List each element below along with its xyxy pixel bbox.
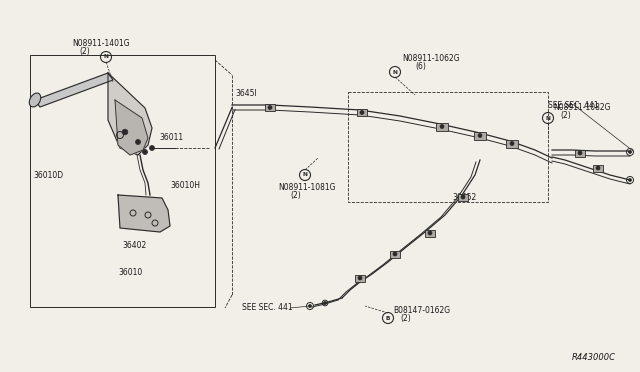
Bar: [474, 131, 486, 140]
Text: N08911-1062G: N08911-1062G: [402, 54, 460, 63]
Text: (2): (2): [290, 191, 301, 200]
Text: (6): (6): [415, 62, 426, 71]
Circle shape: [578, 151, 582, 155]
Circle shape: [393, 252, 397, 256]
Bar: [575, 150, 585, 157]
Text: B: B: [386, 315, 390, 321]
Text: SEE SEC. 441: SEE SEC. 441: [548, 100, 598, 109]
Text: N08911-1081G: N08911-1081G: [278, 183, 335, 192]
Text: 3645I: 3645I: [235, 89, 257, 97]
Circle shape: [136, 140, 141, 144]
Bar: [436, 122, 448, 131]
Bar: [506, 140, 518, 148]
Text: N: N: [545, 115, 550, 121]
Text: N08911-1082G: N08911-1082G: [553, 103, 611, 112]
Text: 36402: 36402: [122, 241, 147, 250]
Bar: [593, 164, 603, 171]
Polygon shape: [108, 73, 152, 155]
Text: SEE SEC. 441: SEE SEC. 441: [242, 304, 292, 312]
Ellipse shape: [29, 93, 41, 107]
Text: N: N: [392, 70, 397, 74]
Bar: [357, 109, 367, 116]
Text: N: N: [303, 173, 307, 177]
Circle shape: [428, 231, 432, 235]
Text: 36011: 36011: [159, 134, 183, 142]
Text: N: N: [104, 55, 108, 60]
Bar: [355, 275, 365, 282]
Circle shape: [268, 106, 272, 109]
Polygon shape: [35, 73, 113, 107]
Text: 36010H: 36010H: [170, 180, 200, 189]
Bar: [390, 250, 400, 257]
Bar: [30, 55, 215, 307]
Circle shape: [628, 179, 632, 182]
Text: R443000C: R443000C: [572, 353, 616, 362]
Circle shape: [628, 151, 632, 154]
Text: (2): (2): [560, 111, 571, 120]
Circle shape: [358, 276, 362, 280]
Text: 36010D: 36010D: [33, 170, 63, 180]
Circle shape: [143, 150, 147, 154]
Text: 36452: 36452: [452, 193, 476, 202]
Circle shape: [360, 110, 364, 115]
Circle shape: [461, 195, 465, 199]
Polygon shape: [115, 100, 148, 155]
Circle shape: [440, 125, 444, 128]
Bar: [348, 92, 548, 202]
Bar: [458, 193, 468, 201]
Bar: [425, 230, 435, 237]
Circle shape: [510, 141, 514, 145]
Text: N08911-1401G: N08911-1401G: [72, 39, 130, 48]
Polygon shape: [118, 195, 170, 232]
Circle shape: [150, 145, 154, 151]
Text: (2): (2): [79, 47, 90, 56]
Circle shape: [323, 301, 326, 305]
Circle shape: [122, 129, 128, 135]
Text: B08147-0162G: B08147-0162G: [393, 306, 450, 315]
Circle shape: [308, 305, 312, 308]
Text: (2): (2): [400, 314, 411, 323]
Circle shape: [478, 134, 482, 138]
Text: 36010: 36010: [118, 268, 142, 277]
Bar: [265, 104, 275, 111]
Circle shape: [596, 166, 600, 170]
